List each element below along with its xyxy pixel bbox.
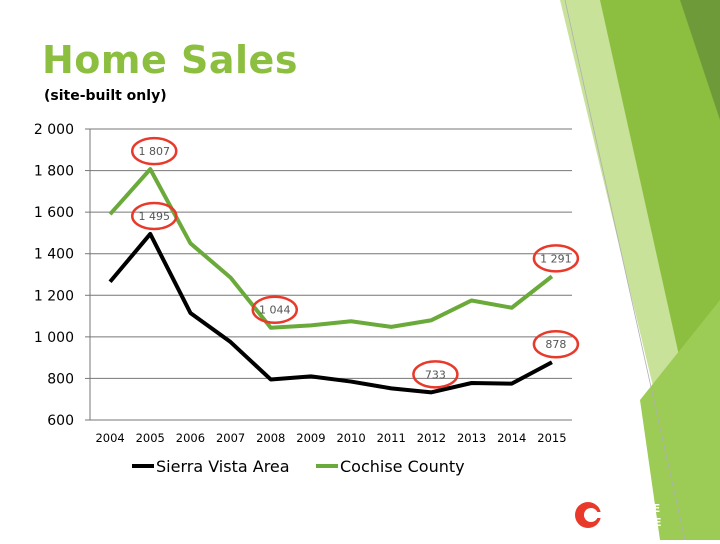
y-tick-label: 1 600 [34,205,74,221]
series-line-sierra-vista-area [110,234,552,392]
y-tick-label: 1 400 [34,247,74,263]
data-label: 878 [545,338,566,351]
data-label: 1 044 [259,304,291,317]
x-tick-label: 2015 [537,431,566,445]
legend-label: Cochise County [340,457,465,476]
data-label: 1 807 [139,145,171,158]
x-tick-label: 2007 [216,431,245,445]
logo-text-line2: COLLEGE [606,516,662,529]
data-label: 1 291 [540,252,572,265]
y-tick-label: 600 [47,413,74,429]
y-tick-label: 1 800 [34,164,74,180]
y-tick-label: 2 000 [34,122,74,138]
x-tick-label: 2013 [457,431,486,445]
x-tick-label: 2008 [256,431,285,445]
y-tick-label: 1 000 [34,330,74,346]
x-tick-label: 2010 [336,431,365,445]
x-tick-label: 2006 [176,431,205,445]
data-label: 733 [425,368,446,381]
cochise-college-logo: COCHISE COLLEGE [574,498,684,532]
legend-label: Sierra Vista Area [156,457,290,476]
logo-text-line1: COCHISE [606,502,660,515]
x-tick-label: 2005 [136,431,165,445]
x-tick-label: 2011 [377,431,406,445]
x-tick-label: 2014 [497,431,526,445]
x-tick-label: 2012 [417,431,446,445]
data-label: 1 495 [139,210,171,223]
y-tick-label: 1 200 [34,288,74,304]
x-tick-label: 2009 [296,431,325,445]
x-tick-label: 2004 [95,431,124,445]
y-tick-label: 800 [47,371,74,387]
series-line-cochise-county [110,169,552,328]
